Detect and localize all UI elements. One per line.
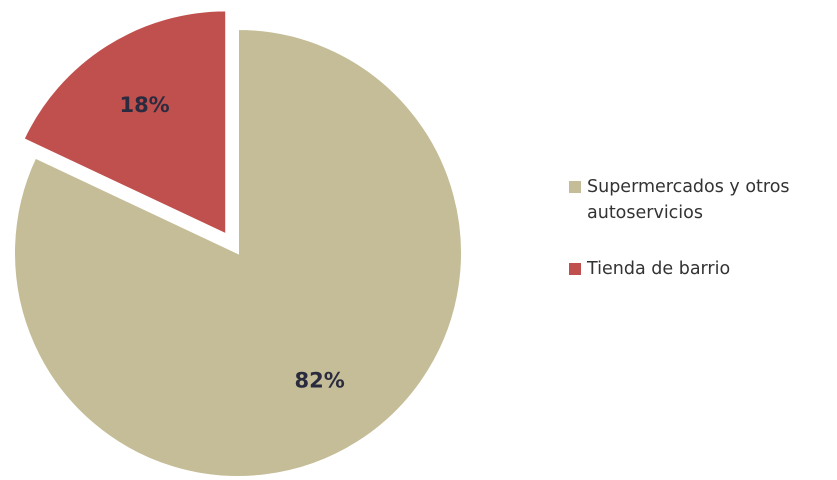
pie-slice-tienda-de-barrio [22, 9, 228, 237]
legend-label: Supermercados y otros autoservicios [587, 177, 790, 223]
pie-slice-supermercados [13, 27, 463, 478]
slices-layer [13, 9, 463, 478]
legend-swatch [569, 181, 581, 193]
legend-label: Tienda de barrio [586, 259, 730, 279]
legend: Supermercados y otros autoservicios Tienda… [569, 177, 790, 279]
legend-item-supermercados: Supermercados y otros autoservicios [569, 177, 790, 223]
slice-value-label-tienda-de-barrio: 18% [119, 93, 169, 117]
legend-item-tienda-de-barrio: Tienda de barrio [569, 259, 730, 279]
slice-value-label-supermercados: 82% [294, 369, 344, 393]
slice-labels-layer: 82% 18% [119, 93, 344, 393]
legend-swatch [569, 263, 581, 275]
